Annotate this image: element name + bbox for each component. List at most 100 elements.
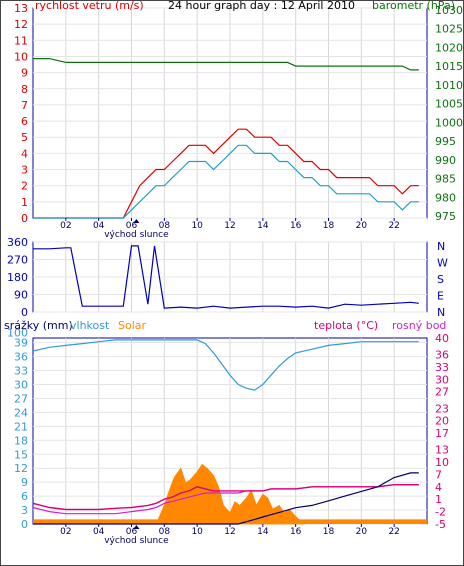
wind-axis-title: rychlost vetru (m/s) — [35, 0, 144, 12]
pressure-y-tick-label: 1015 — [435, 60, 463, 73]
direction-compass-label: N — [437, 306, 445, 319]
temperature-series-line — [32, 484, 419, 511]
temperature-y-tick-label: 36 — [435, 349, 449, 362]
direction-compass-label: N — [437, 240, 445, 253]
temperature-y-tick-label: 30 — [435, 373, 449, 386]
pressure-y-tick-label: 980 — [435, 191, 456, 204]
humidity-y-tick-label: 39 — [14, 337, 28, 350]
humidity-y-tick-label: 27 — [14, 392, 28, 405]
direction-series-line — [33, 245, 419, 309]
direction-y-tick-label: 90 — [14, 289, 28, 302]
chart-title: 24 hour graph day : 12 April 2010 — [168, 0, 355, 12]
wind-y-tick-label: 6 — [21, 115, 28, 128]
solar-series-area — [155, 463, 305, 525]
humidity-series-line — [32, 339, 419, 391]
temperature-y-tick-label: 40 — [435, 332, 449, 345]
wind-x-tick-label: 08 — [159, 221, 171, 231]
temperature-y-tick-label: 33 — [435, 361, 449, 374]
pressure-y-tick-label: 985 — [435, 173, 456, 186]
temperature-y-tick-label: 4 — [435, 481, 442, 494]
wind-y-tick-label: 11 — [14, 34, 28, 47]
humidity-y-tick-label: 33 — [14, 365, 28, 378]
humidity-y-tick-label: 21 — [14, 420, 28, 433]
direction-y-tick-label: 270 — [7, 254, 28, 267]
wind-x-tick-label: 22 — [388, 221, 399, 231]
temperature-y-tick-label: -2 — [435, 506, 446, 519]
climate-x-tick-label: 10 — [191, 527, 203, 537]
wind-y-tick-label: 4 — [21, 147, 28, 160]
wind-y-tick-label: 10 — [14, 50, 28, 63]
temperature-y-tick-label: 1 — [435, 493, 442, 506]
temperature-y-tick-label: 17 — [435, 427, 449, 440]
humidity-y-tick-label: 24 — [14, 406, 28, 419]
temperature-y-tick-label: 13 — [435, 444, 449, 457]
wind-sunrise-label: východ slunce — [104, 230, 169, 240]
wind-y-tick-label: 1 — [21, 196, 28, 209]
wind-sunrise-marker — [133, 219, 140, 223]
wind-y-tick-label: 13 — [14, 2, 28, 15]
temperature-legend: teplota (°C) — [314, 319, 378, 332]
climate-x-tick-label: 20 — [356, 527, 368, 537]
humidity-y-tick-label: 18 — [14, 434, 28, 447]
direction-y-tick-label: 180 — [7, 271, 28, 284]
temperature-y-tick-label: 7 — [435, 468, 442, 481]
pressure-y-tick-label: 975 — [435, 210, 456, 223]
humidity-y-tick-label: 15 — [14, 448, 28, 461]
rain-legend: srážky (mm) — [4, 319, 73, 332]
pressure-y-tick-label: 990 — [435, 154, 456, 167]
humidity-y-tick-label: 30 — [14, 379, 28, 392]
pressure-y-tick-label: 1005 — [435, 98, 463, 111]
temperature-y-tick-label: 27 — [435, 386, 449, 399]
wind-y-tick-label: 2 — [21, 180, 28, 193]
humidity-y-tick-label: 9 — [21, 476, 28, 489]
climate-sunrise-label: východ slunce — [104, 536, 169, 546]
pressure-y-tick-label: 1000 — [435, 116, 463, 129]
solar-legend: Solar — [118, 319, 147, 332]
wind-x-tick-label: 02 — [60, 221, 71, 231]
climate-x-tick-label: 16 — [290, 527, 302, 537]
climate-x-tick-label: 18 — [323, 527, 335, 537]
wind-y-tick-label: 5 — [21, 131, 28, 144]
temperature-y-tick-label: -5 — [435, 518, 446, 531]
climate-x-tick-label: 02 — [60, 527, 71, 537]
dewpoint-legend: rosný bod — [392, 319, 446, 332]
humidity-legend: vlhkost — [70, 319, 110, 332]
pressure-series-line — [33, 58, 419, 71]
wind-x-tick-label: 14 — [257, 221, 269, 231]
wind-x-tick-label: 12 — [224, 221, 235, 231]
climate-x-tick-label: 14 — [257, 527, 269, 537]
pressure-y-tick-label: 1020 — [435, 41, 463, 54]
pressure-y-tick-label: 1030 — [435, 4, 463, 17]
direction-compass-label: E — [437, 290, 444, 303]
climate-sunrise-marker — [133, 525, 140, 529]
wind-x-tick-label: 06 — [126, 221, 138, 231]
temperature-y-tick-label: 20 — [435, 415, 449, 428]
wind-x-tick-label: 10 — [191, 221, 203, 231]
pressure-y-tick-label: 1010 — [435, 79, 463, 92]
solar-baseline-band — [33, 519, 427, 524]
humidity-y-tick-label: 12 — [14, 462, 28, 475]
pressure-y-tick-label: 1025 — [435, 23, 463, 36]
climate-x-tick-label: 12 — [224, 527, 235, 537]
humidity-y-tick-label: 0 — [21, 518, 28, 531]
wind-x-tick-label: 16 — [290, 221, 302, 231]
wind-avg-series-line — [33, 144, 419, 219]
pressure-axis-title: barometr (hPa) — [372, 0, 455, 12]
direction-compass-label: W — [437, 257, 448, 270]
rain-series-line — [33, 472, 419, 525]
humidity-y-top-label: 100 — [7, 326, 28, 339]
direction-y-tick-label: 360 — [7, 236, 28, 249]
humidity-y-tick-label: 6 — [21, 490, 28, 503]
wind-y-tick-label: 7 — [21, 99, 28, 112]
wind-y-tick-label: 9 — [21, 67, 28, 80]
climate-x-tick-label: 22 — [388, 527, 399, 537]
wind-series-line — [33, 128, 419, 219]
wind-y-tick-label: 12 — [14, 18, 28, 31]
climate-x-tick-label: 04 — [93, 527, 105, 537]
wind-y-tick-label: 3 — [21, 164, 28, 177]
pressure-y-tick-label: 995 — [435, 135, 456, 148]
humidity-y-tick-label: 3 — [21, 504, 28, 517]
wind-x-tick-label: 18 — [323, 221, 335, 231]
